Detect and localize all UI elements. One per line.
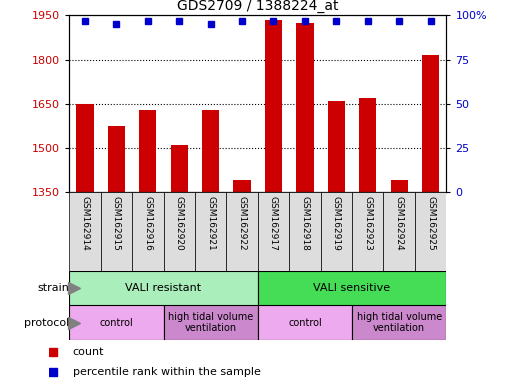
Bar [352,305,446,340]
Text: count: count [73,347,104,357]
Text: VALI sensitive: VALI sensitive [313,283,390,293]
Text: GSM162917: GSM162917 [269,196,278,251]
Bar [101,192,132,271]
Text: protocol: protocol [24,318,69,328]
Bar [108,126,125,192]
Bar [422,55,439,192]
Bar [69,271,258,305]
Bar [202,109,219,192]
Bar [265,20,282,192]
Bar [258,192,289,271]
Bar [258,305,352,340]
Text: GSM162915: GSM162915 [112,196,121,251]
Text: GSM162921: GSM162921 [206,196,215,251]
Title: GDS2709 / 1388224_at: GDS2709 / 1388224_at [177,0,339,13]
Bar [164,305,258,340]
Bar [352,192,383,271]
Bar [132,192,164,271]
Bar [415,192,446,271]
Text: control: control [288,318,322,328]
Text: GSM162920: GSM162920 [175,196,184,251]
Text: VALI resistant: VALI resistant [126,283,202,293]
Text: GSM162923: GSM162923 [363,196,372,251]
Bar [139,109,156,192]
Text: GSM162916: GSM162916 [143,196,152,251]
Text: GSM162922: GSM162922 [238,196,247,251]
Bar [359,98,377,192]
Bar [195,192,226,271]
Text: GSM162914: GSM162914 [81,196,89,251]
Text: strain: strain [37,283,69,293]
Bar [321,192,352,271]
Bar [171,145,188,192]
Bar [226,192,258,271]
Text: GSM162919: GSM162919 [332,196,341,251]
Text: control: control [100,318,133,328]
Text: GSM162925: GSM162925 [426,196,435,251]
Bar [390,180,408,192]
Bar [328,101,345,192]
Bar [233,180,251,192]
Text: high tidal volume
ventilation: high tidal volume ventilation [357,312,442,333]
Text: GSM162918: GSM162918 [301,196,309,251]
Bar [76,104,93,192]
Bar [164,192,195,271]
Bar [383,192,415,271]
Text: GSM162924: GSM162924 [394,196,404,251]
Bar [297,23,313,192]
Bar [258,271,446,305]
Bar [69,192,101,271]
Bar [69,305,164,340]
Text: percentile rank within the sample: percentile rank within the sample [73,367,261,377]
Text: high tidal volume
ventilation: high tidal volume ventilation [168,312,253,333]
Bar [289,192,321,271]
